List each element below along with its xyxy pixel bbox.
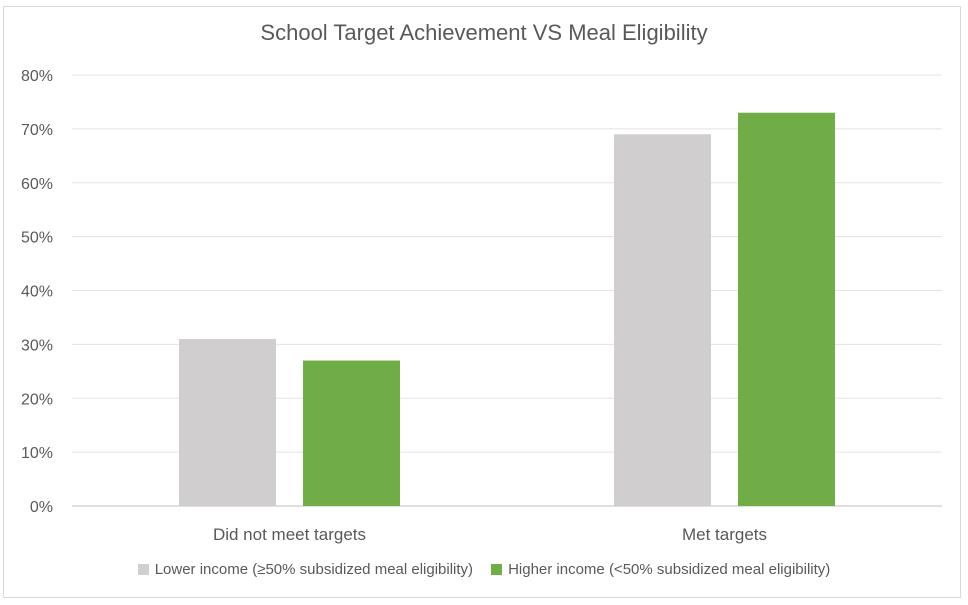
chart-title: School Target Achievement VS Meal Eligib… bbox=[260, 20, 708, 45]
x-category-label: Did not meet targets bbox=[213, 525, 366, 544]
legend: Lower income (≥50% subsidized meal eligi… bbox=[0, 561, 968, 578]
bar-lower-income bbox=[179, 338, 276, 506]
x-category-label: Met targets bbox=[682, 525, 767, 544]
bar-higher-income bbox=[303, 360, 400, 506]
y-tick-label: 50% bbox=[21, 230, 53, 247]
y-tick-label: 30% bbox=[21, 337, 53, 354]
legend-label-higher-income: Higher income (<50% subsidized meal elig… bbox=[508, 561, 831, 578]
y-tick-label: 40% bbox=[21, 284, 53, 301]
legend-swatch-higher-income bbox=[491, 564, 503, 575]
legend-swatch-lower-income bbox=[137, 564, 149, 575]
y-tick-label: 0% bbox=[30, 499, 53, 516]
y-tick-label: 80% bbox=[21, 68, 53, 85]
legend-label-lower-income: Lower income (≥50% subsidized meal eligi… bbox=[154, 561, 474, 578]
y-tick-label: 10% bbox=[21, 445, 53, 462]
bar-higher-income bbox=[738, 112, 835, 507]
y-tick-label: 20% bbox=[21, 391, 53, 408]
bar-lower-income bbox=[614, 134, 711, 506]
legend-item-higher-income: Higher income (<50% subsidized meal elig… bbox=[491, 561, 830, 578]
y-tick-label: 60% bbox=[21, 176, 53, 193]
y-tick-label: 70% bbox=[21, 122, 53, 139]
legend-item-lower-income: Lower income (≥50% subsidized meal eligi… bbox=[137, 561, 474, 578]
